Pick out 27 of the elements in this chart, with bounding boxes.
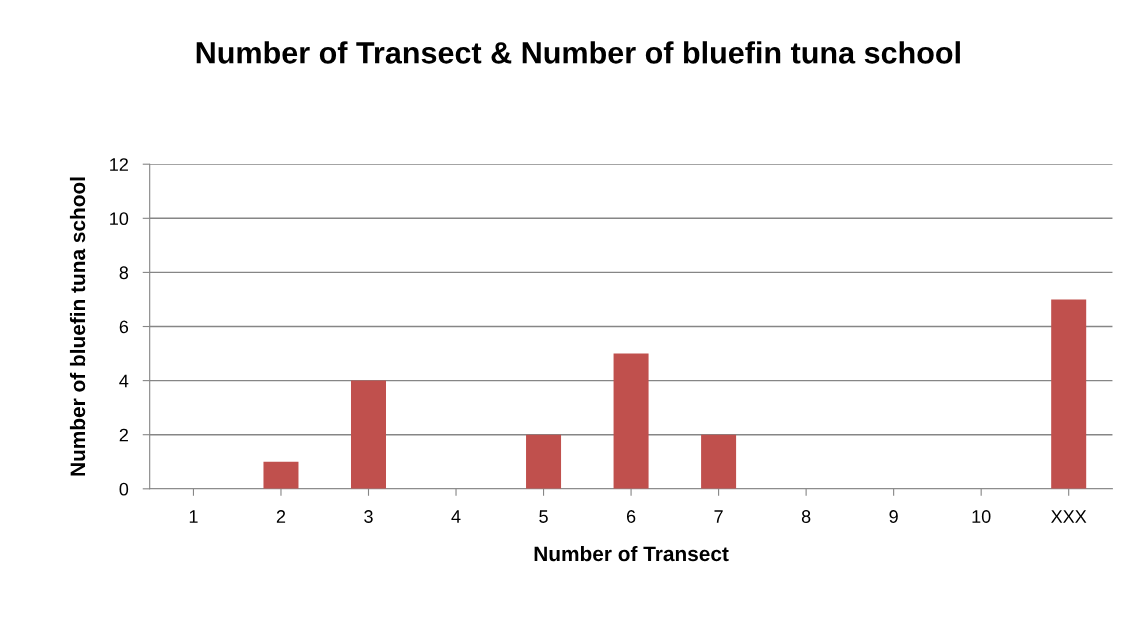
y-tick-label: 2	[119, 428, 128, 442]
y-tick-label: 4	[119, 374, 129, 388]
x-tick-label: 3	[364, 510, 373, 523]
bar	[613, 353, 649, 489]
y-axis-title: Number of bluefin tuna school	[69, 177, 86, 476]
bar	[526, 434, 562, 489]
y-tick-label: 0	[119, 482, 129, 496]
x-tick-label: 10	[972, 510, 991, 523]
x-tick-label: 9	[889, 510, 898, 523]
x-tick-label: 2	[276, 510, 286, 523]
bar	[701, 434, 737, 489]
x-tick-label: XXX	[1051, 510, 1087, 523]
x-tick-label: 6	[626, 510, 636, 523]
chart-title: Number of Transect & Number of bluefin tuna school	[196, 41, 960, 64]
x-tick-label: 1	[189, 510, 198, 523]
x-axis-title: Number of Transect	[534, 545, 729, 562]
y-tick-label: 12	[110, 158, 128, 171]
x-tick-label: 7	[714, 510, 723, 523]
x-tick-label: 8	[801, 510, 811, 523]
y-tick-label: 6	[119, 320, 129, 334]
y-tick-label: 10	[110, 212, 129, 226]
y-tick-label: 8	[119, 266, 129, 280]
bar	[1051, 299, 1087, 489]
x-tick-label: 4	[451, 510, 461, 523]
bar	[263, 461, 299, 489]
x-tick-label: 5	[539, 510, 548, 523]
bar	[350, 380, 386, 489]
